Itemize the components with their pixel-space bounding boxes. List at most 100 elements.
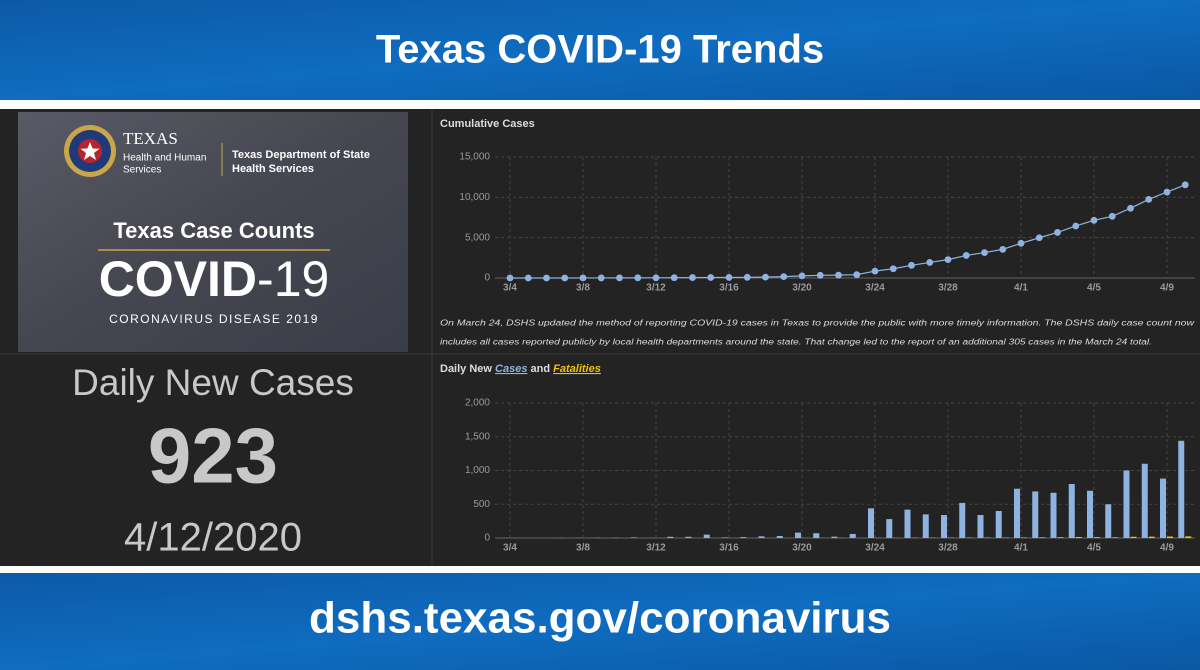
x-tick-label: 4/5 xyxy=(1087,283,1101,294)
bar xyxy=(959,502,966,538)
bar xyxy=(1050,492,1057,538)
x-tick-label: 3/16 xyxy=(719,283,739,294)
bar xyxy=(1087,490,1093,538)
bar xyxy=(1094,537,1100,538)
footer-url[interactable]: dshs.texas.gov/coronavirus xyxy=(309,594,891,643)
data-point xyxy=(1181,181,1189,189)
logo-text: Texas Department of State xyxy=(232,149,370,161)
bar xyxy=(1039,537,1046,538)
header-bg xyxy=(0,0,1200,100)
x-tick-label: 3/12 xyxy=(646,283,666,294)
bar xyxy=(831,536,838,538)
bar xyxy=(740,537,747,538)
data-point xyxy=(981,249,988,256)
stat-label: Daily New Cases xyxy=(72,362,354,403)
x-tick-label: 4/1 xyxy=(1014,283,1028,294)
y-tick-label: 10,000 xyxy=(459,192,490,203)
x-tick-label: 3/12 xyxy=(646,543,666,554)
logo-heading: Texas Case Counts xyxy=(113,218,314,243)
data-point xyxy=(816,271,824,279)
data-point xyxy=(1108,212,1116,220)
note: On March 24, DSHS updated the method of … xyxy=(440,317,1195,327)
data-point xyxy=(1145,195,1153,203)
data-point xyxy=(725,274,733,281)
data-point xyxy=(543,274,550,282)
data-point xyxy=(506,274,514,282)
bar xyxy=(1148,536,1155,538)
bar xyxy=(813,533,820,538)
seal-star xyxy=(80,142,100,160)
x-tick-label: 4/9 xyxy=(1160,543,1174,554)
bar xyxy=(886,519,893,538)
y-tick-label: 15,000 xyxy=(459,152,490,163)
x-tick-label: 3/4 xyxy=(503,543,517,554)
y-tick-label: 2,000 xyxy=(465,398,490,409)
logo-covid-suffix: -19 xyxy=(257,251,329,307)
data-point xyxy=(561,274,569,282)
x-tick-label: 4/1 xyxy=(1014,543,1028,554)
x-tick-label: 3/20 xyxy=(792,283,812,294)
data-point xyxy=(1163,188,1171,196)
data-point xyxy=(579,274,587,282)
bar xyxy=(868,508,874,538)
header-title: Texas COVID-19 Trends xyxy=(376,28,824,72)
data-point xyxy=(798,272,806,280)
bar xyxy=(904,509,911,538)
data-point xyxy=(1035,234,1043,242)
y-tick-label: 0 xyxy=(484,533,490,544)
bar xyxy=(1068,484,1075,538)
logo-covid: COVID xyxy=(99,251,257,307)
data-point xyxy=(926,259,934,266)
x-tick-label: 4/5 xyxy=(1087,543,1101,554)
logo-text: Health Services xyxy=(232,163,314,175)
bar xyxy=(630,537,637,538)
data-point xyxy=(652,274,660,282)
bar xyxy=(1160,478,1166,538)
y-tick-label: 500 xyxy=(473,499,490,510)
bar xyxy=(1014,488,1020,538)
logo-covid: COVID-19 xyxy=(99,251,330,307)
x-tick-label: 3/16 xyxy=(719,543,739,554)
logo-subtitle: CORONAVIRUS DISEASE 2019 xyxy=(109,312,319,326)
stat-value: 923 xyxy=(148,412,278,500)
legend-entry[interactable]: Fatalities xyxy=(553,363,601,375)
bar xyxy=(1141,463,1148,538)
data-point xyxy=(962,252,970,259)
bar xyxy=(1167,536,1173,538)
x-tick-label: 3/4 xyxy=(503,283,517,294)
data-point xyxy=(1127,204,1134,212)
x-tick-label: 3/28 xyxy=(938,283,958,294)
data-point xyxy=(1072,222,1080,230)
data-point xyxy=(780,273,788,281)
data-point xyxy=(999,245,1007,253)
bar xyxy=(685,536,692,538)
x-tick-label: 3/8 xyxy=(576,283,590,294)
bar xyxy=(977,515,984,538)
x-tick-label: 3/24 xyxy=(865,543,885,554)
x-tick-label: 3/8 xyxy=(576,543,590,554)
bar xyxy=(667,536,674,538)
bar xyxy=(776,535,783,538)
chart-title: and xyxy=(531,363,551,375)
legend-entry[interactable]: Cases xyxy=(495,363,527,375)
data-point xyxy=(871,267,879,275)
chart-title: Daily New xyxy=(440,363,492,375)
bar xyxy=(922,514,929,538)
bar xyxy=(1057,537,1064,538)
bar xyxy=(1130,536,1137,538)
y-tick-label: 1,500 xyxy=(465,431,490,442)
data-point xyxy=(707,274,715,281)
bar xyxy=(795,532,801,538)
data-point xyxy=(597,274,605,282)
bar xyxy=(722,537,728,538)
divider xyxy=(0,566,1200,573)
bar xyxy=(1123,470,1130,538)
data-point xyxy=(944,256,952,264)
data-point xyxy=(616,274,623,282)
data-point xyxy=(1054,229,1061,236)
y-tick-label: 0 xyxy=(484,273,490,284)
x-tick-label: 3/20 xyxy=(792,543,812,554)
bar xyxy=(1185,536,1192,538)
data-point xyxy=(670,274,678,282)
